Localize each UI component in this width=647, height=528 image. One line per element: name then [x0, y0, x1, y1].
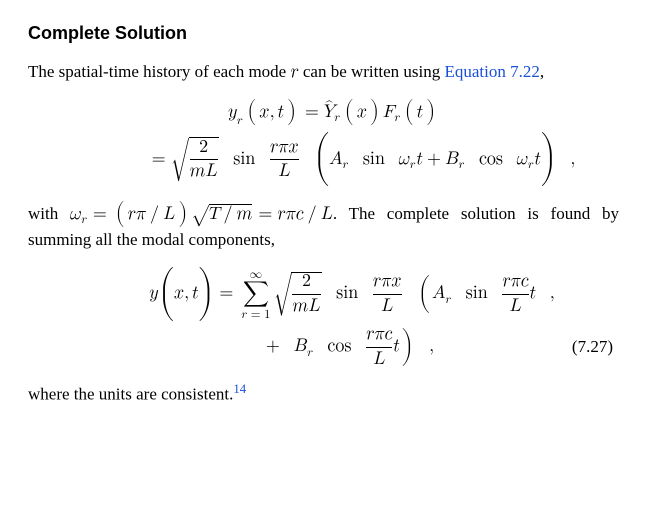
- inline-math-r: r: [290, 69, 298, 77]
- middle-paragraph: with ωr= (rπ/L) T/m =rπc/L . The complet…: [28, 201, 619, 253]
- equation-block-2: y(x,t) = ∑r=1∞ 2mL sin rπxL ( Ar sin rπc…: [28, 266, 619, 366]
- equation-link[interactable]: Equation 7.22: [445, 62, 540, 81]
- footnote-ref[interactable]: 14: [233, 382, 246, 396]
- text-frag: where the units are consistent.: [28, 385, 233, 404]
- closing-paragraph: where the units are consistent.14: [28, 380, 619, 407]
- text-frag: The spatial-time history of each mode: [28, 62, 290, 81]
- intro-paragraph: The spatial-time history of each mode r …: [28, 60, 619, 85]
- text-frag: ,: [540, 62, 544, 81]
- text-frag: with: [28, 204, 70, 223]
- equation-number: (7.27): [557, 335, 619, 360]
- eq-7-27-line1: y(x,t) = ∑r=1∞ 2mL sin rπxL ( Ar sin rπc…: [88, 266, 619, 321]
- eq-line-2: = 2mL sin rπxL ( Ar sin ωrt + Br cos ωrt…: [106, 132, 619, 187]
- equation-block-1: yr(x,t) = Y^r(x) Fr(t) = 2mL sin rπxL ( …: [28, 99, 619, 187]
- section-heading: Complete Solution: [28, 20, 619, 46]
- inline-math-omega: ωr= (rπ/L) T/m =rπc/L: [70, 201, 333, 228]
- eq-7-27-line2: + Br cos rπcLt ) ,: [146, 327, 557, 366]
- text-frag: can be written using: [299, 62, 445, 81]
- eq-line-1: yr(x,t) = Y^r(x) Fr(t): [48, 99, 619, 126]
